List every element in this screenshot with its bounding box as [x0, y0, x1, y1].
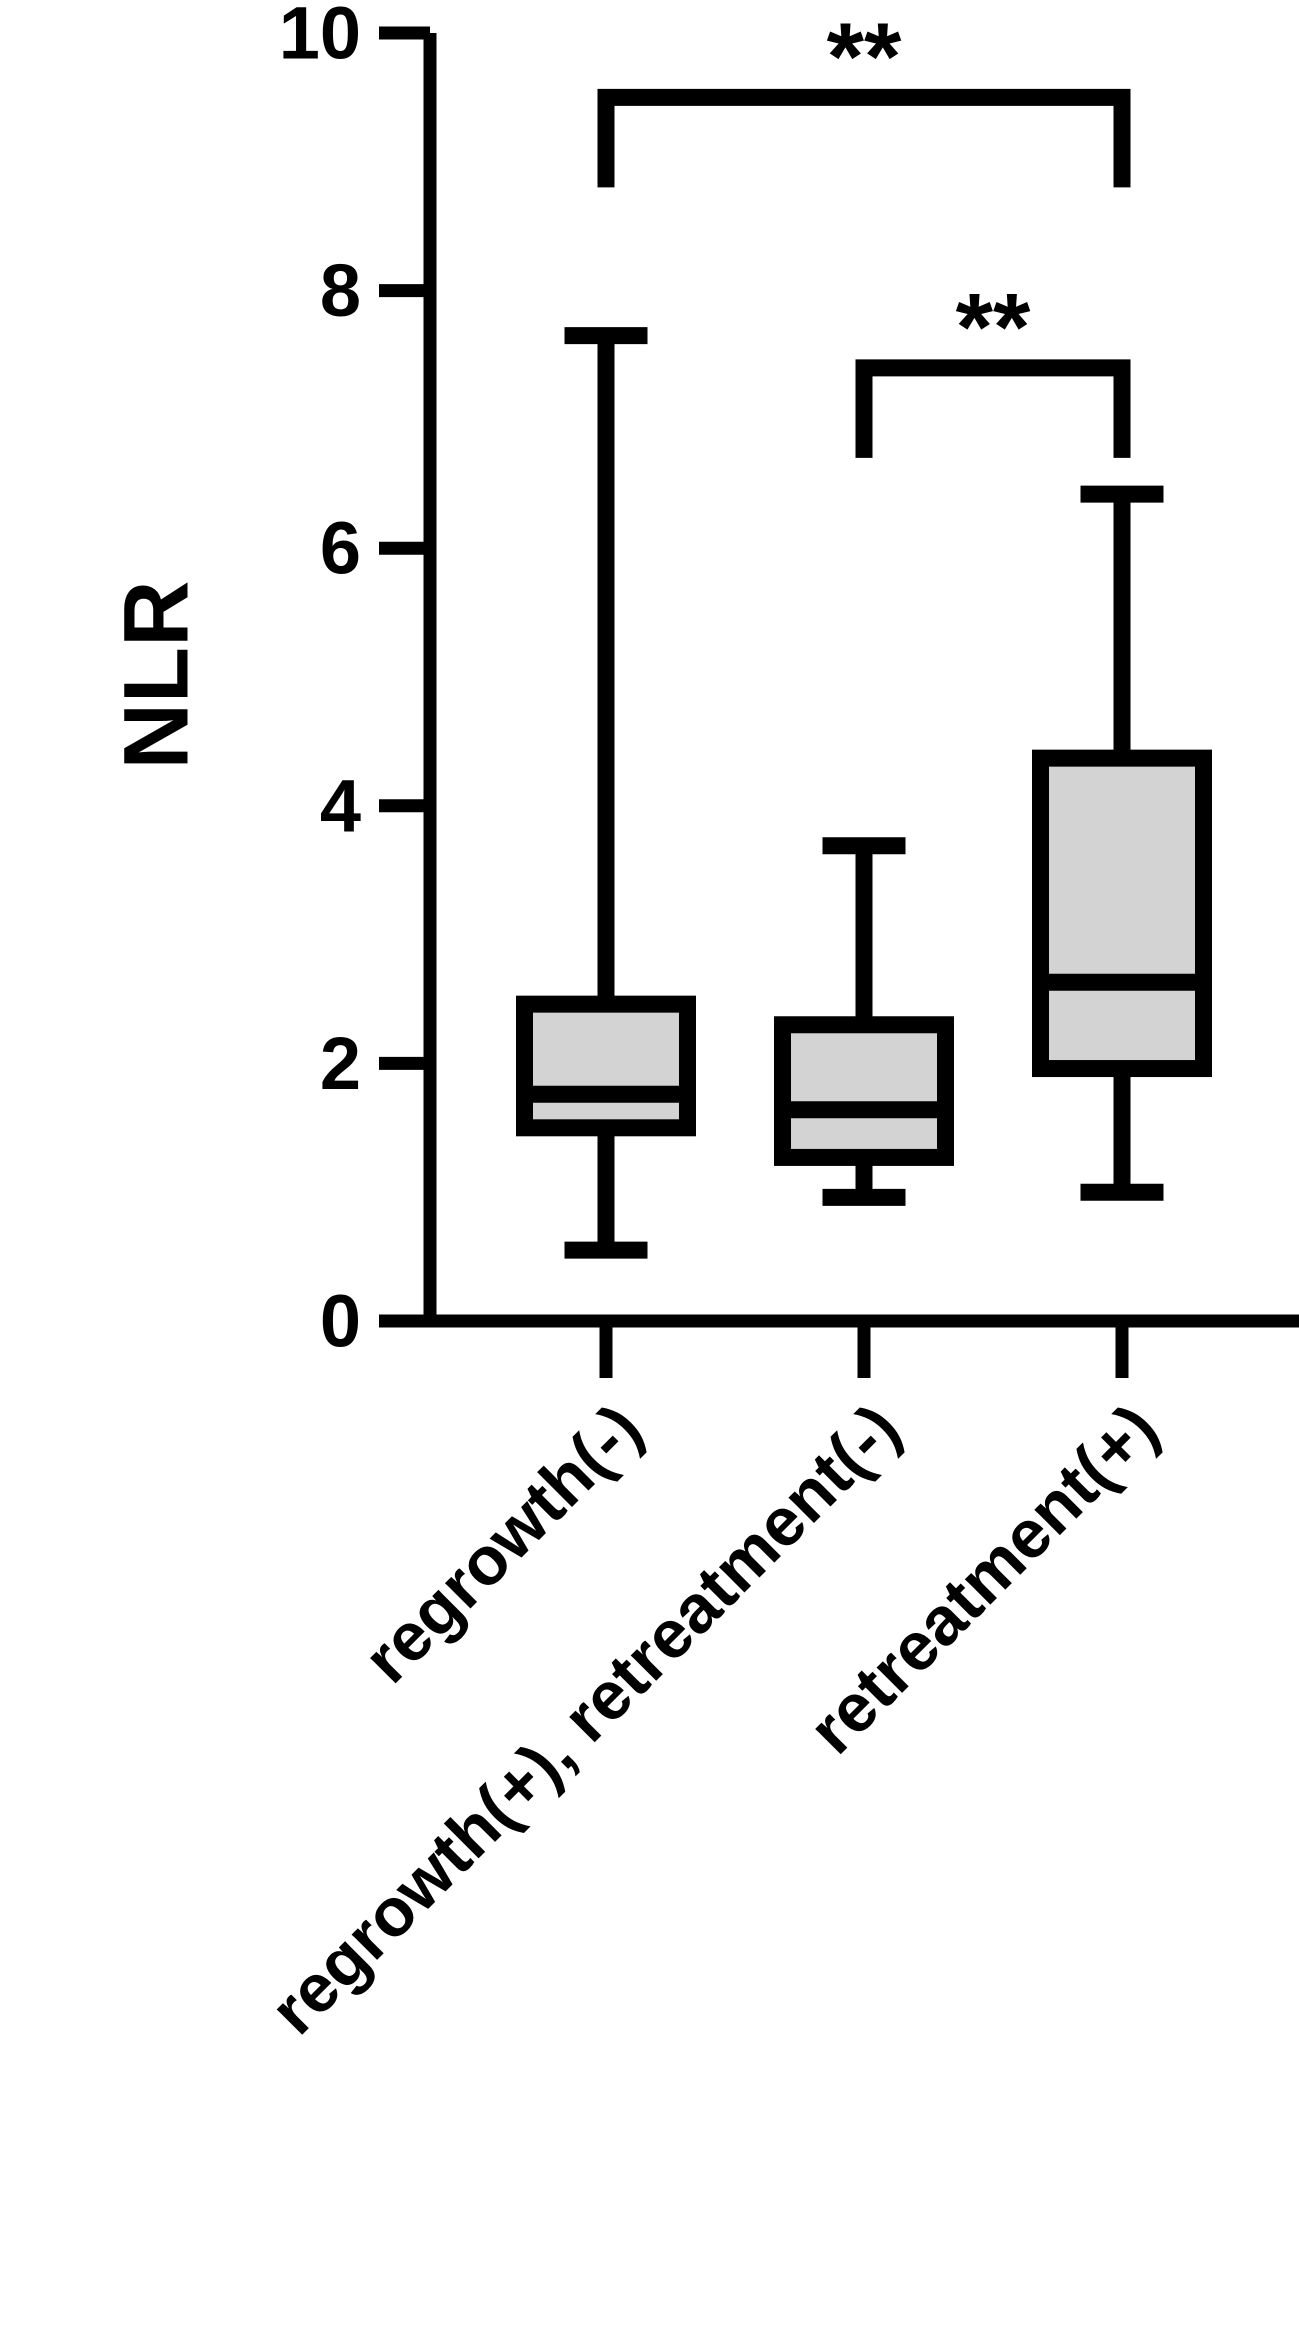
significance-label: **: [827, 3, 902, 110]
y-axis-label: NLR: [105, 580, 207, 769]
significance-bracket: [855, 359, 1131, 458]
y-tick-label: 6: [320, 507, 361, 590]
y-tick-label: 8: [320, 249, 361, 332]
box: [1032, 749, 1212, 1078]
box: [516, 995, 696, 1137]
significance-label: **: [956, 274, 1031, 381]
y-tick-label: 10: [279, 0, 361, 75]
y-tick-label: 2: [320, 1022, 361, 1105]
y-tick-label: 4: [320, 764, 361, 847]
y-tick-label: 0: [320, 1280, 361, 1363]
box: [774, 1016, 954, 1166]
significance-bracket: [597, 88, 1131, 188]
